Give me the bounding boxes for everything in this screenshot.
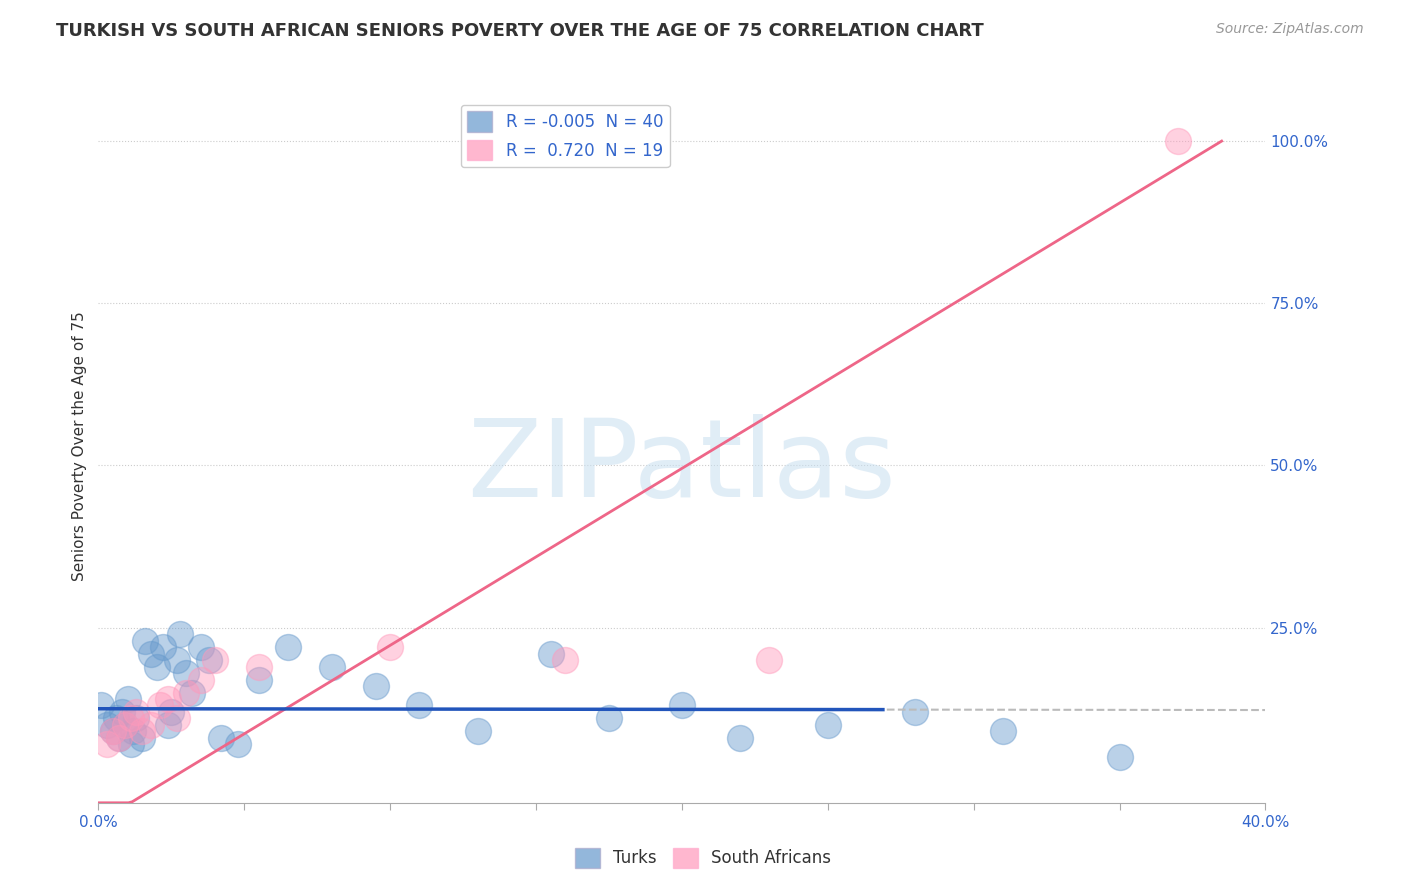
Point: [598, 711, 620, 725]
Point: [408, 698, 430, 713]
Point: [321, 659, 343, 673]
Point: [139, 718, 162, 732]
Point: [117, 692, 139, 706]
Point: [190, 640, 212, 654]
Point: [160, 705, 183, 719]
Text: ZIPatlas: ZIPatlas: [468, 415, 896, 520]
Point: [131, 724, 153, 739]
Point: [174, 685, 197, 699]
Point: [364, 679, 387, 693]
Point: [125, 711, 148, 725]
Point: [122, 724, 145, 739]
Point: [174, 666, 197, 681]
Point: [247, 659, 270, 673]
Point: [131, 731, 153, 745]
Point: [152, 640, 174, 654]
Text: Source: ZipAtlas.com: Source: ZipAtlas.com: [1216, 22, 1364, 37]
Point: [90, 698, 112, 713]
Point: [1167, 134, 1189, 148]
Y-axis label: Seniors Poverty Over the Age of 75: Seniors Poverty Over the Age of 75: [72, 311, 87, 581]
Point: [554, 653, 576, 667]
Point: [139, 647, 162, 661]
Point: [125, 705, 148, 719]
Point: [146, 659, 169, 673]
Point: [180, 685, 202, 699]
Point: [758, 653, 780, 667]
Point: [120, 738, 142, 752]
Point: [134, 633, 156, 648]
Point: [380, 640, 402, 654]
Point: [111, 705, 134, 719]
Point: [190, 673, 212, 687]
Point: [277, 640, 299, 654]
Point: [904, 705, 927, 719]
Point: [120, 711, 142, 725]
Point: [114, 718, 136, 732]
Text: TURKISH VS SOUTH AFRICAN SENIORS POVERTY OVER THE AGE OF 75 CORRELATION CHART: TURKISH VS SOUTH AFRICAN SENIORS POVERTY…: [56, 22, 984, 40]
Point: [730, 731, 752, 745]
Point: [204, 653, 226, 667]
Point: [101, 724, 124, 739]
Point: [108, 731, 131, 745]
Point: [101, 724, 124, 739]
Point: [228, 738, 250, 752]
Point: [157, 718, 180, 732]
Point: [104, 711, 127, 725]
Point: [817, 718, 839, 732]
Point: [169, 627, 191, 641]
Point: [96, 738, 118, 752]
Point: [149, 698, 172, 713]
Legend: R = -0.005  N = 40, R =  0.720  N = 19: R = -0.005 N = 40, R = 0.720 N = 19: [461, 104, 669, 167]
Point: [96, 718, 118, 732]
Point: [114, 718, 136, 732]
Point: [157, 692, 180, 706]
Point: [198, 653, 221, 667]
Point: [166, 711, 188, 725]
Point: [1108, 750, 1130, 764]
Legend: Turks, South Africans: Turks, South Africans: [568, 841, 838, 875]
Point: [209, 731, 232, 745]
Point: [671, 698, 693, 713]
Point: [467, 724, 489, 739]
Point: [166, 653, 188, 667]
Point: [991, 724, 1014, 739]
Point: [108, 731, 131, 745]
Point: [247, 673, 270, 687]
Point: [540, 647, 562, 661]
